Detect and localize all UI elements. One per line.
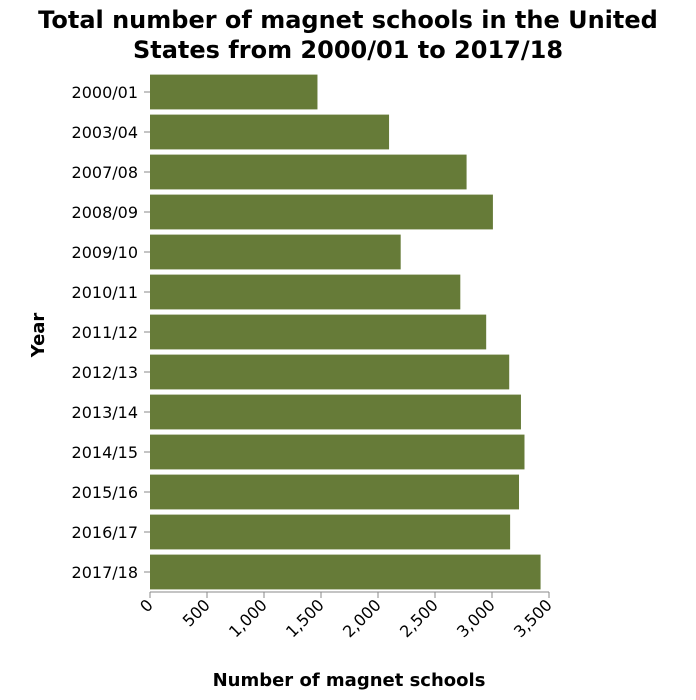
y-tick-label: 2010/11 [72,283,138,302]
bar-2000-01 [150,74,318,110]
bar-2016-17 [150,514,511,550]
bar-2010-11 [150,274,461,310]
bar-2015-16 [150,474,520,510]
bar-2017-18 [150,554,541,590]
bars-layer [150,74,541,590]
bar-2008-09 [150,194,493,230]
y-tick-label: 2017/18 [72,563,138,582]
x-tick-label: 2,000 [339,595,385,641]
y-tick-label: 2000/01 [72,83,138,102]
y-tick-label: 2015/16 [72,483,138,502]
bar-2007-08 [150,154,467,190]
x-tick-label: 1,500 [282,595,328,641]
y-tick-label: 2009/10 [72,243,138,262]
bar-2014-15 [150,434,525,470]
y-tick-label: 2013/14 [72,403,138,422]
y-axis-title: Year [28,313,49,359]
x-tick-label: 2,500 [396,595,442,641]
y-tick-label: 2008/09 [72,203,138,222]
y-tick-label: 2007/08 [72,163,138,182]
x-tick-label: 0 [136,595,157,616]
bar-2011-12 [150,314,487,350]
y-tick-label: 2011/12 [72,323,138,342]
chart-title-line-1: Total number of magnet schools in the Un… [38,6,658,34]
y-tick-label: 2012/13 [72,363,138,382]
bar-2009-10 [150,234,401,270]
x-axis: 0 500 1,000 1,500 2,000 2,500 3,000 3,500 [136,591,556,641]
chart-title-line-2: States from 2000/01 to 2017/18 [133,36,563,64]
bar-2013-14 [150,394,521,430]
y-tick-label: 2003/04 [72,123,138,142]
y-axis: 2000/01 2003/04 2007/08 2008/09 2009/10 2010/… [72,83,150,582]
x-tick-label: 500 [179,595,214,630]
y-tick-label: 2014/15 [72,443,138,462]
x-tick-label: 1,000 [225,595,271,641]
bar-2012-13 [150,354,510,390]
x-tick-label: 3,000 [453,595,499,641]
x-tick-label: 3,500 [510,595,556,641]
bar-2003-04 [150,114,390,150]
x-axis-title: Number of magnet schools [213,670,486,691]
y-tick-label: 2016/17 [72,523,138,542]
